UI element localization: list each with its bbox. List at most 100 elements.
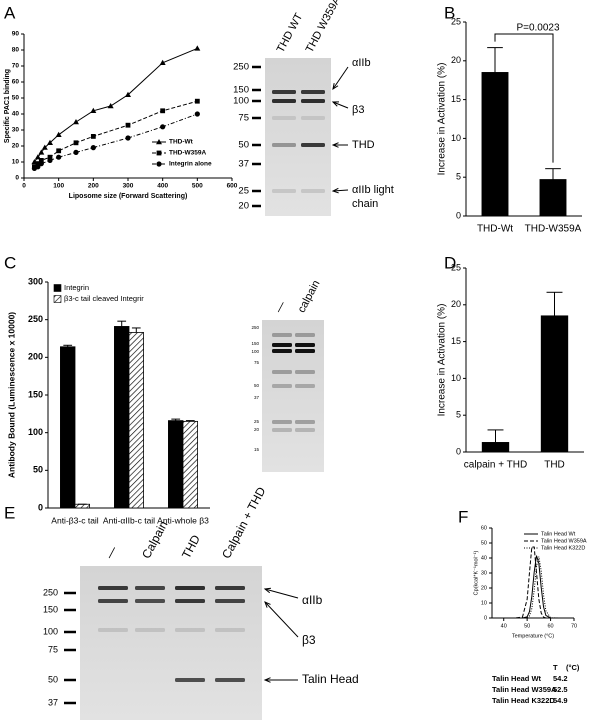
marker: [38, 158, 44, 163]
table-cell: 54.2: [553, 674, 568, 683]
y-axis-label: Antibody Bound (Luminescence x 10000): [6, 312, 16, 478]
bar: [182, 420, 198, 509]
x-tick-label: 600: [227, 183, 238, 190]
gel-band: [215, 586, 245, 590]
marker: [38, 161, 44, 167]
gel-band: [301, 189, 325, 193]
lane-label: THD: [179, 532, 203, 561]
band-label: αIIb: [302, 593, 323, 607]
marker-label: 75: [254, 360, 260, 365]
arrow-head: [331, 142, 339, 148]
panel-letter: C: [4, 253, 16, 272]
marker-label: 37: [48, 697, 58, 707]
y-tick-label: 0: [484, 615, 487, 621]
marker-label: 50: [238, 140, 249, 151]
panel-letter: F: [458, 507, 468, 526]
x-tick-label: THD: [544, 460, 565, 471]
y-tick-label: 25: [451, 262, 461, 272]
gel-band: [98, 586, 128, 590]
marker-label: 100: [43, 626, 58, 636]
marker: [194, 111, 200, 117]
panel-letter: E: [4, 503, 15, 522]
bar: [114, 326, 130, 509]
x-tick-label: 0: [22, 183, 26, 190]
lane-label: calpain: [296, 278, 323, 314]
y-tick-label: 90: [12, 31, 20, 38]
marker: [107, 103, 114, 109]
gel-band: [301, 99, 325, 103]
marker: [125, 91, 131, 97]
y-tick-label: 50: [12, 95, 20, 102]
marker: [55, 131, 62, 137]
x-tick-label: 300: [123, 183, 134, 190]
y-tick-label: 10: [481, 600, 487, 606]
marker: [160, 108, 166, 114]
gel-band: [215, 599, 245, 603]
y-tick-label: 0: [38, 502, 43, 512]
gel-band: [272, 343, 292, 347]
y-tick-label: 150: [28, 389, 43, 399]
bar: [128, 332, 144, 509]
gel-image: [80, 566, 262, 720]
x-tick-label: Anti-β3-c tail: [51, 515, 99, 525]
arrow-shaft: [332, 66, 349, 90]
marker-label: 100: [251, 349, 259, 354]
panel-letter: D: [444, 253, 456, 272]
gel-band: [175, 628, 205, 632]
marker-label: 37: [238, 159, 249, 170]
gel-band: [272, 143, 296, 147]
gel-band: [295, 349, 315, 353]
arrow-head: [263, 677, 271, 683]
series-line: [492, 546, 574, 619]
table-header: (°C): [566, 663, 580, 672]
marker: [47, 154, 53, 160]
x-tick-label: Anti-αIIb-c tail: [103, 515, 155, 525]
table-cell: Talin Head Wt: [492, 674, 542, 683]
arrow-shaft: [264, 601, 299, 638]
marker-label: 20: [254, 427, 260, 432]
y-tick-label: 60: [481, 525, 487, 531]
lane-label: —: [273, 299, 289, 314]
y-tick-label: 30: [12, 127, 20, 134]
gel-band: [301, 90, 325, 94]
x-tick-label: 70: [571, 623, 577, 629]
y-tick-label: 300: [28, 276, 43, 286]
marker: [73, 149, 79, 155]
marker-label: 50: [254, 383, 260, 388]
series-line: [492, 555, 574, 619]
legend-label: Talin Head Wt: [541, 531, 576, 537]
arrow-head: [263, 587, 272, 594]
y-axis-label: Cp(kcal*K⁻¹mol⁻¹): [473, 551, 479, 596]
arrow-head: [331, 187, 339, 194]
marker: [194, 45, 201, 51]
gel-band: [272, 349, 292, 353]
marker-label: 100: [233, 96, 249, 107]
y-tick-label: 15: [451, 94, 461, 104]
gel-band: [175, 599, 205, 603]
y-tick-label: 25: [451, 16, 461, 26]
x-tick-label: 60: [548, 623, 554, 629]
y-tick-label: 10: [12, 159, 20, 166]
lane-label: THD WT: [275, 11, 306, 55]
y-tick-label: 20: [451, 55, 461, 65]
x-tick-label: 40: [501, 623, 507, 629]
legend-swatch: [53, 295, 62, 303]
gel-band: [272, 370, 292, 374]
annotation: P=0.0023: [516, 23, 560, 34]
y-tick-label: 250: [28, 314, 43, 324]
marker: [47, 139, 53, 145]
gel-band: [272, 99, 296, 103]
band-label: Talin Head: [302, 672, 359, 686]
legend-label: THD-Wt: [169, 139, 194, 146]
y-tick-label: 100: [28, 427, 43, 437]
y-tick-label: 50: [33, 465, 43, 475]
gel-band: [272, 420, 292, 424]
gel-band: [215, 628, 245, 632]
gel-band: [135, 586, 165, 590]
gel-band: [272, 189, 296, 193]
gel-band: [98, 599, 128, 603]
gel-band: [295, 370, 315, 374]
table-cell: Talin Head K322D: [492, 696, 555, 705]
band-label: β3: [302, 633, 316, 647]
gel-image: [265, 58, 331, 216]
